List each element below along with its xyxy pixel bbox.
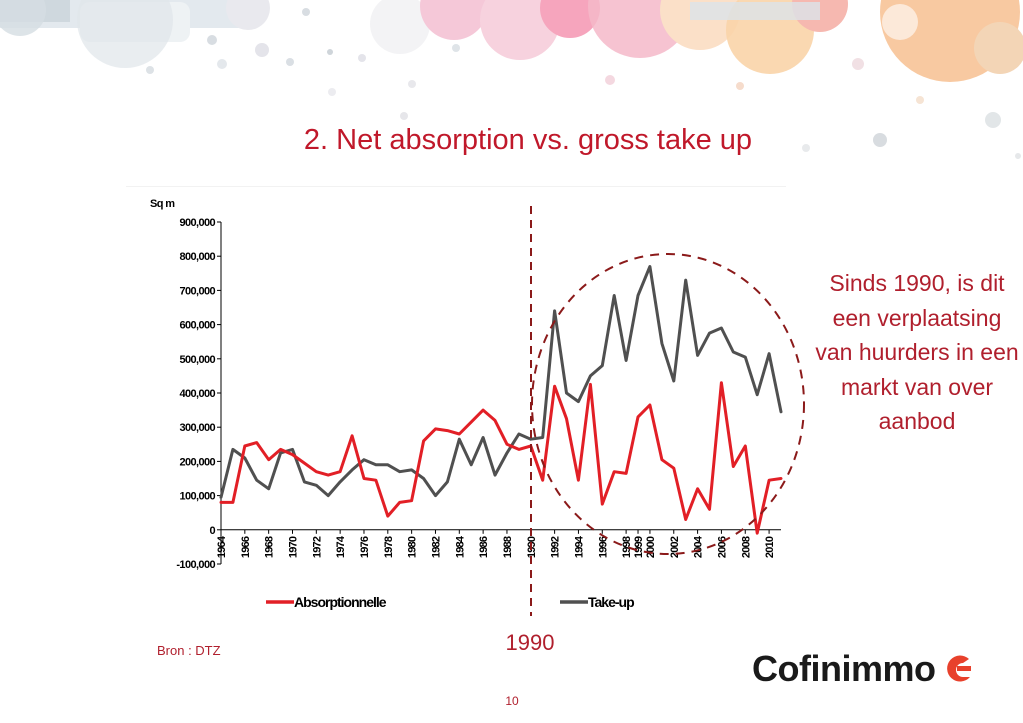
legend: Absorptionnelle Take-up <box>266 594 635 610</box>
y-tick-label: 400,000 <box>179 388 215 400</box>
x-tick-label: 1966 <box>240 536 252 558</box>
y-axis-ticks: 900,000 800,000 700,000 600,000 500,000 400,0… <box>176 217 221 571</box>
x-tick-label: 2002 <box>669 536 681 558</box>
x-tick-label: 1986 <box>478 536 490 558</box>
y-tick-label: 300,000 <box>179 422 215 434</box>
x-tick-label: 1990 <box>526 536 538 558</box>
x-tick-label: 1980 <box>407 536 419 558</box>
y-tick-label: -100,000 <box>176 559 215 571</box>
x-tick-label: 1964 <box>216 535 228 558</box>
x-tick-label: 2006 <box>716 536 728 558</box>
x-tick-label: 2004 <box>693 535 705 558</box>
y-tick-label: 900,000 <box>179 217 215 229</box>
x-tick-label: 1970 <box>287 536 299 558</box>
header-banner <box>0 0 1023 159</box>
x-tick-label: 1968 <box>264 536 276 558</box>
y-tick-label: 100,000 <box>179 491 215 503</box>
y-tick-label: 600,000 <box>179 320 215 332</box>
x-tick-label: 1992 <box>550 536 562 558</box>
x-tick-label: 1998 <box>621 536 633 558</box>
x-tick-label: 1988 <box>502 536 514 558</box>
x-tick-label: 1972 <box>311 536 323 558</box>
y-tick-label: 200,000 <box>179 456 215 468</box>
x-tick-label: 1999 <box>633 536 645 558</box>
y-tick-label: 700,000 <box>179 285 215 297</box>
annotation-text: Sinds 1990, is dit een verplaatsing van … <box>815 270 1019 434</box>
y-tick-label: 800,000 <box>179 251 215 263</box>
x-tick-label: 2008 <box>740 536 752 558</box>
x-tick-label: 2000 <box>645 536 657 558</box>
brand-mark-icon <box>946 655 971 682</box>
x-tick-label: 1982 <box>430 536 442 558</box>
x-tick-label: 1976 <box>359 536 371 558</box>
x-tick-label: 1984 <box>454 535 466 558</box>
year-marker-label: 1990 <box>505 630 555 655</box>
legend-label-absorption: Absorptionnelle <box>294 594 387 610</box>
legend-label-takeup: Take-up <box>588 594 634 610</box>
brand-logo: Cofinimmo <box>752 648 975 694</box>
x-tick-label: 1978 <box>383 536 395 558</box>
x-tick-label: 1996 <box>597 536 609 558</box>
source-note: Bron : DTZ <box>157 643 221 658</box>
y-tick-label: 0 <box>209 525 215 537</box>
x-tick-label: 1974 <box>335 535 347 558</box>
y-axis-label: Sq m <box>150 198 175 210</box>
page-number: 10 <box>505 694 519 708</box>
line-chart: 900,000 800,000 700,000 600,000 500,000 400,0… <box>126 186 786 616</box>
x-tick-label: 1994 <box>573 535 585 558</box>
slide-title: 2. Net absorption vs. gross take up <box>303 124 753 156</box>
x-tick-label: 2010 <box>764 536 776 558</box>
brand-name: Cofinimmo <box>752 648 936 689</box>
y-tick-label: 500,000 <box>179 354 215 366</box>
